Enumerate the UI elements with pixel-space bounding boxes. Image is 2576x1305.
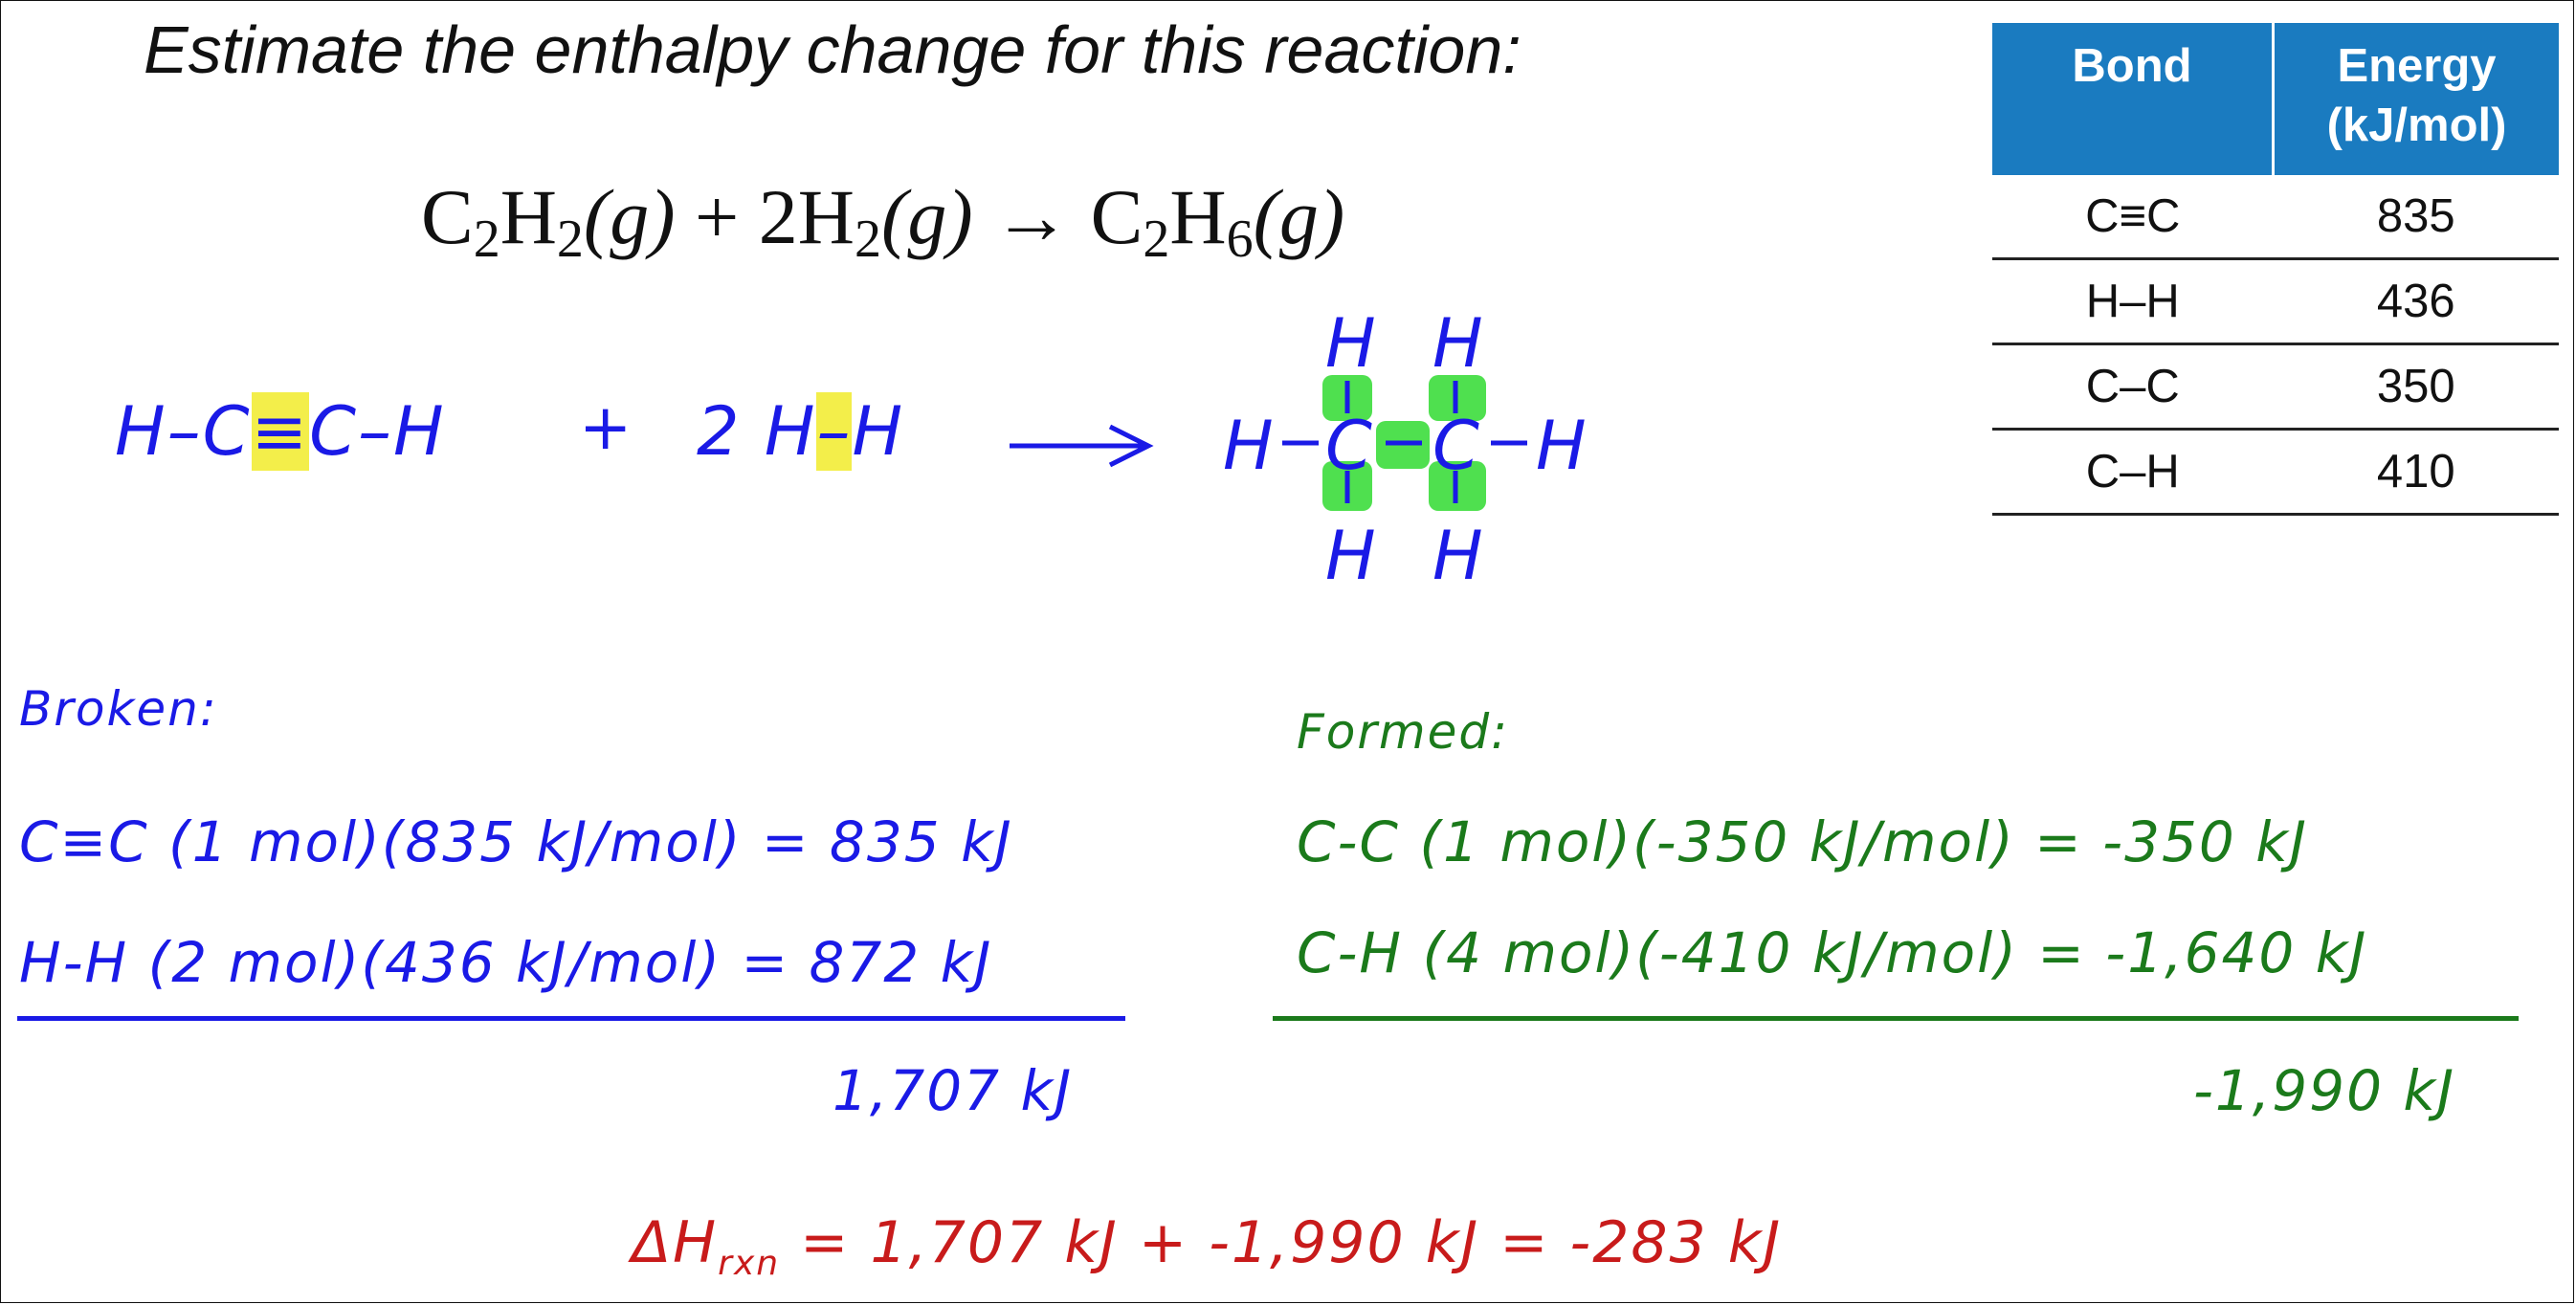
formed-sum-line — [1273, 1016, 2519, 1021]
bond-cell: C–H — [1992, 429, 2274, 516]
ethane-c-right: C — [1432, 407, 1481, 485]
chemical-equation: C2H2(g) + 2H2(g) → C2H6(g) — [421, 173, 1345, 269]
ethane-bonds — [1282, 381, 1527, 503]
triple-bond-highlight: ≡ — [251, 392, 310, 471]
broken-heading: Broken: — [19, 681, 218, 737]
single-bond-highlight: – — [816, 392, 853, 471]
bond-cell: H–H — [1992, 258, 2274, 345]
broken-sum-line — [17, 1016, 1125, 1021]
plus-sign: + — [579, 390, 634, 464]
bond-cell: C≡C — [1992, 175, 2274, 260]
hydrogen-structure: 2 H–H — [697, 392, 905, 471]
enthalpy-result: ΔHrxn = 1,707 kJ + -1,990 kJ = -283 kJ — [632, 1209, 1783, 1283]
ethane-h-bottom-left: H — [1325, 517, 1378, 595]
energy-cell: 835 — [2273, 175, 2559, 260]
bond-cell: C–C — [1992, 343, 2274, 431]
energy-cell: 350 — [2273, 343, 2559, 431]
acetylene-structure: H–C≡C–H — [115, 392, 446, 471]
broken-line-2: H-H (2 mol)(436 kJ/mol) = 872 kJ — [19, 930, 993, 995]
ethane-h-left: H — [1223, 407, 1276, 485]
ethane-c-left: C — [1325, 407, 1374, 485]
ethane-h-bottom-right: H — [1432, 517, 1485, 595]
table-row: H–H 436 — [1992, 258, 2559, 345]
broken-total: 1,707 kJ — [833, 1058, 1074, 1123]
header-bond: Bond — [1992, 23, 2275, 175]
bond-energy-table: Bond Energy (kJ/mol) C≡C 835 H–H 436 C–C… — [1992, 23, 2559, 516]
formed-total: -1,990 kJ — [2193, 1058, 2456, 1123]
formed-line-2: C-H (4 mol)(-410 kJ/mol) = -1,640 kJ — [1297, 920, 2368, 985]
broken-line-1: C≡C (1 mol)(835 kJ/mol) = 835 kJ — [19, 809, 1013, 874]
header-energy: Energy (kJ/mol) — [2273, 23, 2559, 175]
energy-cell: 410 — [2273, 429, 2559, 516]
ethane-h-top-left: H — [1325, 304, 1378, 383]
table-row: C–C 350 — [1992, 343, 2559, 431]
slide-title: Estimate the enthalpy change for this re… — [144, 12, 1521, 87]
energy-cell: 436 — [2273, 258, 2559, 345]
table-row: C≡C 835 — [1992, 175, 2559, 260]
ethane-h-top-right: H — [1432, 304, 1485, 383]
formed-line-1: C-C (1 mol)(-350 kJ/mol) = -350 kJ — [1297, 809, 2308, 874]
table-row: C–H 410 — [1992, 429, 2559, 516]
reaction-arrow — [1010, 424, 1154, 468]
ethane-h-right: H — [1536, 407, 1588, 485]
formed-heading: Formed: — [1297, 704, 1509, 760]
table-header-row: Bond Energy (kJ/mol) — [1992, 23, 2559, 175]
